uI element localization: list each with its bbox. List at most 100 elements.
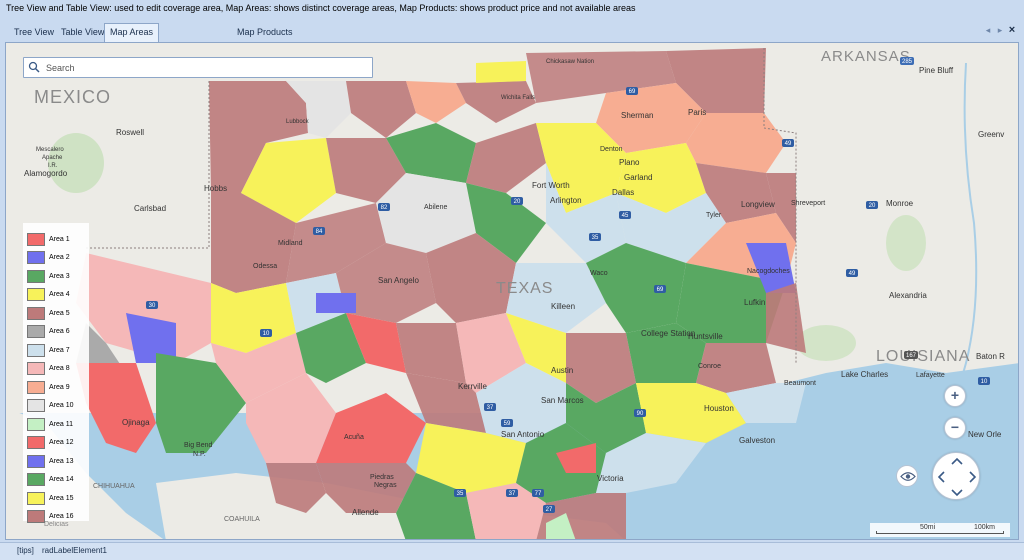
legend-label: Area 7	[49, 346, 70, 354]
svg-text:49: 49	[849, 271, 856, 277]
pan-left-icon[interactable]	[937, 471, 945, 483]
legend-swatch	[27, 491, 45, 505]
tab-map-areas[interactable]: Map Areas	[104, 23, 160, 43]
svg-text:37: 37	[487, 405, 494, 411]
label-big-bend: Big Bend	[184, 442, 213, 449]
label-nacogdoches: Nacogdoches	[747, 268, 790, 275]
legend-label: Area 11	[49, 420, 73, 428]
park-area	[886, 215, 926, 271]
legend-label: Area 1	[49, 235, 70, 243]
legend-item: Area 8	[27, 360, 85, 379]
legend-item: Area 10	[27, 397, 85, 416]
label-waco: Waco	[590, 270, 608, 277]
label-texas: TEXAS	[496, 280, 553, 297]
legend-label: Area 12	[49, 439, 74, 447]
road-shield: 27	[543, 505, 555, 513]
tab-strip: Tree View Table View Map Areas Map Produ…	[0, 22, 1024, 43]
legend-item: Area 11	[27, 415, 85, 434]
road-shield: 49	[846, 269, 858, 277]
tab-map-products[interactable]: Map Products	[237, 27, 293, 37]
next-icon[interactable]: ▸	[997, 25, 1003, 35]
label-galveston: Galveston	[739, 436, 775, 445]
park-area	[796, 325, 856, 361]
label-lafayette: Lafayette	[916, 372, 945, 379]
legend-label: Area 16	[49, 513, 74, 521]
label-denton: Denton	[600, 146, 623, 153]
legend-item: Area 5	[27, 304, 85, 323]
prev-icon[interactable]: ◂	[985, 25, 991, 35]
legend-swatch	[27, 251, 45, 265]
park-area	[48, 133, 104, 193]
legend-label: Area 15	[49, 494, 74, 502]
svg-text:77: 77	[535, 491, 542, 497]
legend-label: Area 5	[49, 309, 70, 317]
label-new-orleans: New Orle	[968, 430, 1002, 439]
legend-item: Area 15	[27, 489, 85, 508]
svg-text:69: 69	[629, 89, 636, 95]
legend-label: Area 8	[49, 365, 70, 373]
road-shield: 37	[484, 403, 496, 411]
tab-table-view[interactable]: Table View	[61, 27, 105, 37]
road-shield: 20	[511, 197, 523, 205]
pan-down-icon[interactable]	[951, 489, 963, 497]
legend-item: Area 4	[27, 286, 85, 305]
label-monroe: Monroe	[886, 199, 914, 208]
label-wichita-falls: Wichita Falls	[501, 95, 535, 101]
label-fort-worth: Fort Worth	[532, 181, 570, 190]
label-louisiana: LOUISIANA	[876, 348, 970, 365]
label-ojinaga: Ojinaga	[122, 418, 150, 427]
search-input[interactable]	[46, 60, 368, 76]
label-coahuila: COAHUILA	[224, 516, 260, 523]
label-sherman: Sherman	[621, 111, 653, 120]
zoom-in-button[interactable]: +	[944, 385, 966, 407]
label-roswell: Roswell	[116, 128, 144, 137]
legend-item: Area 13	[27, 452, 85, 471]
svg-text:84: 84	[316, 229, 323, 235]
road-shield: 82	[378, 203, 390, 211]
close-icon[interactable]: ×	[1008, 24, 1016, 36]
label-college: College Station	[641, 329, 695, 338]
scale-line	[876, 531, 1004, 534]
label-arlington: Arlington	[550, 196, 582, 205]
pan-right-icon[interactable]	[969, 471, 977, 483]
legend-label: Area 14	[49, 476, 74, 484]
pan-control	[932, 452, 980, 500]
search-box[interactable]	[23, 57, 373, 78]
svg-text:285: 285	[902, 59, 913, 65]
label-austin: Austin	[551, 366, 573, 375]
label-conroe: Conroe	[698, 363, 721, 370]
svg-text:35: 35	[457, 491, 464, 497]
scale-km: 100km	[974, 524, 996, 531]
map-view[interactable]: MEXICO ARKANSAS LOUISIANA TEXAS CHIHUAHU…	[5, 42, 1019, 540]
label-kerrville: Kerrville	[458, 382, 487, 391]
label-houston: Houston	[704, 404, 734, 413]
label-abilene: Abilene	[424, 204, 447, 211]
river-mississippi	[950, 62, 978, 404]
label-chickasaw: Chickasaw Nation	[546, 59, 594, 65]
label-garland: Garland	[624, 173, 652, 182]
zoom-out-button[interactable]: −	[944, 417, 966, 439]
legend-item: Area 14	[27, 471, 85, 490]
label-alamogordo: Alamogordo	[24, 169, 68, 178]
legend-swatch	[27, 232, 45, 246]
road-shield: 49	[782, 139, 794, 147]
label-san-angelo: San Angelo	[378, 276, 419, 285]
road-shield: 77	[532, 489, 544, 497]
label-dallas: Dallas	[612, 188, 634, 197]
road-shield: 59	[501, 419, 513, 427]
visibility-button[interactable]	[896, 465, 918, 487]
legend-swatch	[27, 269, 45, 283]
legend-swatch	[27, 399, 45, 413]
eye-icon	[900, 472, 916, 481]
legend-swatch	[27, 362, 45, 376]
pan-up-icon[interactable]	[951, 457, 963, 465]
map-canvas[interactable]: MEXICO ARKANSAS LOUISIANA TEXAS CHIHUAHU…	[6, 43, 1019, 540]
tab-tree-view[interactable]: Tree View	[14, 27, 55, 37]
road-shield: 285	[900, 57, 914, 65]
legend-swatch	[27, 288, 45, 302]
label-np: N.P.	[193, 451, 206, 458]
legend-label: Area 10	[49, 402, 74, 410]
legend-item: Area 3	[27, 267, 85, 286]
legend-label: Area 13	[49, 457, 74, 465]
label-lufkin: Lufkin	[744, 298, 765, 307]
